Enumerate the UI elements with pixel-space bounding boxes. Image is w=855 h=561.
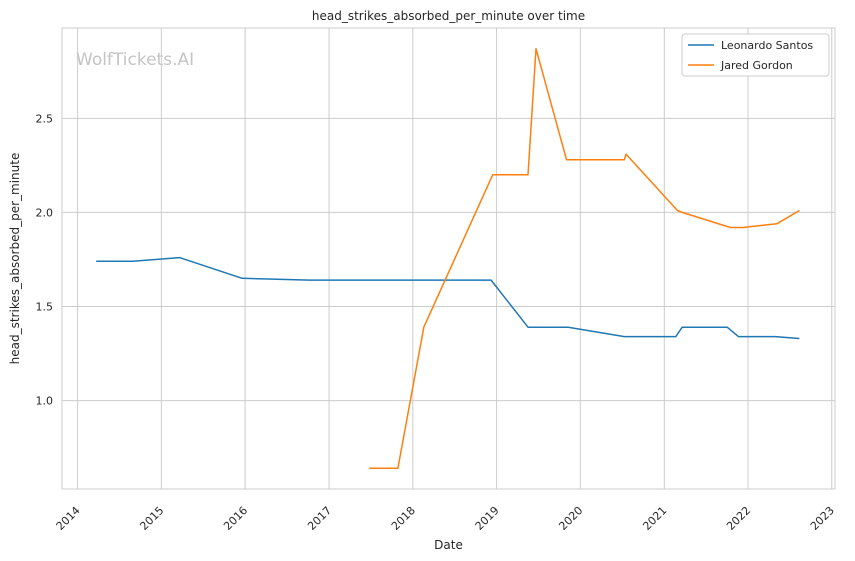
plot-frame [61, 27, 836, 490]
watermark: WolfTickets.AI [76, 50, 194, 70]
chart-title: head_strikes_absorbed_per_minute over ti… [312, 9, 585, 23]
y-tick-label: 2.0 [36, 206, 54, 219]
grid [62, 28, 835, 489]
y-tick-label: 1.5 [36, 300, 54, 313]
series-lines [96, 47, 800, 470]
x-axis-title: Date [434, 538, 463, 552]
legend-label: Jared Gordon [720, 59, 793, 72]
series-line-2 [369, 47, 800, 470]
legend-label: Leonardo Santos [721, 39, 813, 52]
legend: Leonardo Santos Jared Gordon [681, 33, 830, 77]
y-axis-title: head_strikes_absorbed_per_minute [8, 153, 22, 365]
legend-box [681, 33, 830, 77]
series-line-1 [96, 256, 800, 340]
y-tick-label: 2.5 [36, 112, 54, 125]
y-tick-label: 1.0 [36, 395, 54, 408]
